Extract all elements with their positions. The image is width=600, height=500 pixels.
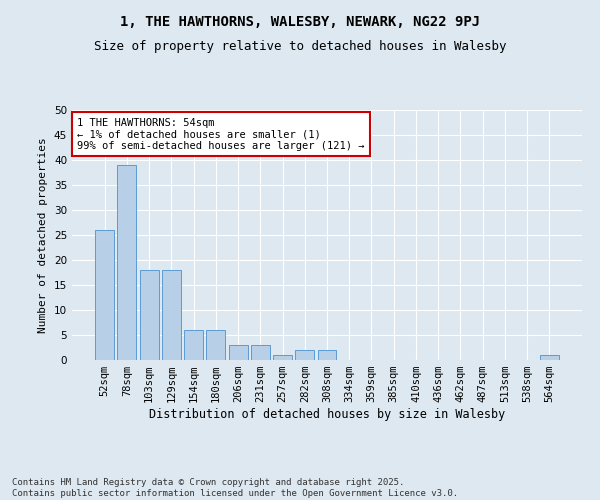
Bar	[317, 350, 337, 360]
Text: Contains HM Land Registry data © Crown copyright and database right 2025.
Contai: Contains HM Land Registry data © Crown c…	[12, 478, 458, 498]
Bar	[295, 350, 314, 360]
Bar	[273, 355, 292, 360]
Bar	[118, 165, 136, 360]
Bar	[95, 230, 114, 360]
X-axis label: Distribution of detached houses by size in Walesby: Distribution of detached houses by size …	[149, 408, 505, 421]
Bar	[251, 345, 270, 360]
Bar	[540, 355, 559, 360]
Bar	[140, 270, 158, 360]
Text: Size of property relative to detached houses in Walesby: Size of property relative to detached ho…	[94, 40, 506, 53]
Bar	[206, 330, 225, 360]
Bar	[162, 270, 181, 360]
Text: 1, THE HAWTHORNS, WALESBY, NEWARK, NG22 9PJ: 1, THE HAWTHORNS, WALESBY, NEWARK, NG22 …	[120, 15, 480, 29]
Bar	[229, 345, 248, 360]
Y-axis label: Number of detached properties: Number of detached properties	[38, 137, 49, 333]
Bar	[184, 330, 203, 360]
Text: 1 THE HAWTHORNS: 54sqm
← 1% of detached houses are smaller (1)
99% of semi-detac: 1 THE HAWTHORNS: 54sqm ← 1% of detached …	[77, 118, 365, 150]
